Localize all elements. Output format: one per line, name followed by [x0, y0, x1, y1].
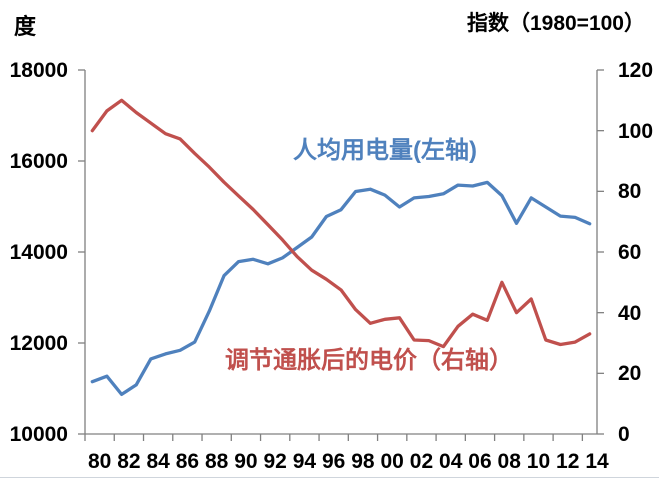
right-axis-tick-label: 100	[618, 119, 654, 143]
electricity-consumption-line	[90, 180, 592, 397]
x-axis-tick-label: 94	[292, 450, 317, 473]
page-divider	[0, 477, 659, 478]
x-axis-tick-label: 96	[321, 450, 346, 473]
x-axis-tick-label: 04	[439, 450, 463, 473]
left-axis-tick-label: 16000	[9, 150, 68, 173]
right-axis-tick-label: 40	[618, 301, 642, 325]
x-axis-tick-label: 00	[380, 450, 404, 473]
x-axis-tick-label: 12	[556, 450, 580, 473]
x-axis-tick-label: 86	[175, 450, 200, 473]
series-label-electricity-consumption: 人均用电量(左轴)	[293, 137, 477, 164]
x-axis-tick-label: 10	[526, 450, 551, 473]
x-axis-tick-label: 84	[146, 450, 170, 473]
left-axis-tick-label: 14000	[9, 241, 68, 264]
x-axis-tick-label: 14	[585, 450, 609, 473]
electricity-price-line	[90, 98, 592, 349]
left-axis-tick-label: 10000	[9, 423, 68, 446]
x-axis-tick-label: 80	[87, 450, 112, 473]
x-axis-tick-label: 92	[263, 450, 287, 473]
x-axis-tick-label: 02	[409, 450, 434, 473]
x-axis-tick-label: 82	[117, 450, 141, 473]
x-axis-tick-label: 98	[351, 450, 375, 473]
left-axis-unit-label: 度	[14, 14, 37, 39]
x-axis-tick-label: 90	[234, 450, 258, 473]
right-axis-title: 指数（1980=100）	[466, 12, 645, 35]
right-axis-tick-label: 120	[618, 59, 654, 82]
x-axis-tick-label: 06	[468, 450, 492, 473]
right-axis-tick-label: 0	[618, 423, 630, 446]
right-axis-tick-label: 80	[618, 180, 642, 204]
x-axis-tick-label: 88	[204, 450, 229, 473]
x-axis-tick-label: 08	[497, 450, 521, 473]
right-axis-tick-label: 60	[618, 241, 642, 264]
left-axis-tick-label: 18000	[9, 59, 68, 82]
series-label-electricity-price: 调节通胀后的电价（右轴）	[225, 347, 513, 374]
right-axis-tick-label: 20	[618, 362, 642, 386]
left-axis-tick-label: 12000	[9, 332, 68, 355]
